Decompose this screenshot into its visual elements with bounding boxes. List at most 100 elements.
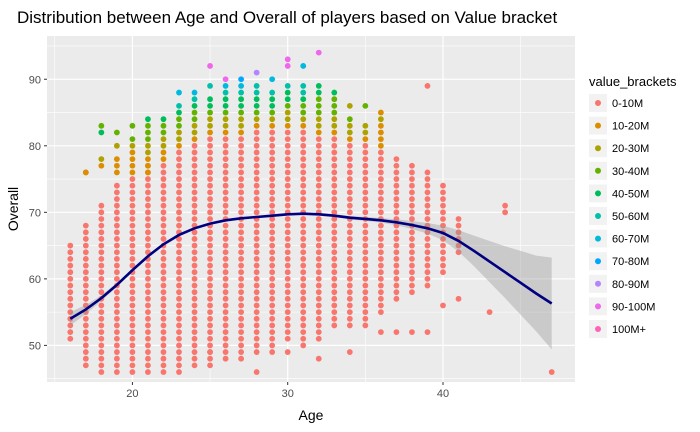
data-point xyxy=(67,249,74,256)
data-point xyxy=(191,349,198,355)
data-point xyxy=(113,269,120,276)
data-point xyxy=(393,289,400,296)
data-point xyxy=(222,122,229,129)
data-point xyxy=(129,309,136,316)
data-point xyxy=(98,275,105,282)
data-point xyxy=(253,249,260,256)
data-point xyxy=(331,109,338,116)
data-point xyxy=(284,182,291,189)
data-point xyxy=(346,142,353,149)
data-point xyxy=(253,189,260,196)
data-point xyxy=(284,262,291,269)
data-point xyxy=(222,329,229,335)
data-point xyxy=(315,302,322,309)
data-point xyxy=(207,196,213,202)
data-point xyxy=(393,249,400,256)
data-point xyxy=(82,169,89,176)
data-point xyxy=(346,242,353,249)
data-point xyxy=(362,102,369,109)
data-point xyxy=(300,256,307,262)
data-point xyxy=(346,269,353,276)
data-point xyxy=(176,315,182,322)
data-point xyxy=(424,269,431,276)
data-point xyxy=(129,216,136,222)
data-point xyxy=(315,142,322,149)
y-axis: 50 60 70 80 90 xyxy=(29,74,47,352)
data-point xyxy=(409,162,415,169)
data-point xyxy=(160,209,167,216)
data-point xyxy=(362,309,369,316)
data-point xyxy=(393,189,400,196)
data-point xyxy=(331,249,338,256)
data-point xyxy=(346,249,353,256)
data-point xyxy=(346,309,353,316)
data-point xyxy=(98,209,105,216)
data-point xyxy=(362,302,369,309)
data-point xyxy=(315,49,322,56)
data-point xyxy=(222,242,229,249)
data-point xyxy=(98,362,105,369)
data-point xyxy=(331,89,338,96)
data-point xyxy=(331,176,338,182)
data-point xyxy=(331,295,338,302)
data-point xyxy=(362,282,369,289)
data-point xyxy=(284,295,291,302)
data-point xyxy=(377,122,384,129)
x-tick-label: 40 xyxy=(437,388,449,400)
data-point xyxy=(191,282,198,289)
data-point xyxy=(145,309,151,316)
data-point xyxy=(269,342,276,349)
data-point xyxy=(129,249,136,256)
data-point xyxy=(222,262,229,269)
data-point xyxy=(98,342,105,349)
data-point xyxy=(253,295,260,302)
data-point xyxy=(191,149,198,156)
data-point xyxy=(222,156,229,162)
data-point xyxy=(191,176,198,182)
data-point xyxy=(346,136,353,143)
data-point xyxy=(346,222,353,229)
data-point xyxy=(176,156,182,162)
data-point xyxy=(393,169,400,176)
data-point xyxy=(191,322,198,329)
data-point xyxy=(113,169,120,176)
data-point xyxy=(176,295,182,302)
data-point xyxy=(377,269,384,276)
data-point xyxy=(176,349,182,355)
data-point xyxy=(393,282,400,289)
data-point xyxy=(377,149,384,156)
data-point xyxy=(129,329,136,335)
data-point xyxy=(300,309,307,316)
data-point xyxy=(238,142,245,149)
data-point xyxy=(393,262,400,269)
data-point xyxy=(409,202,415,209)
data-point xyxy=(222,189,229,196)
data-point xyxy=(191,295,198,302)
data-point xyxy=(284,222,291,229)
data-point xyxy=(284,216,291,222)
data-point xyxy=(300,249,307,256)
data-point xyxy=(362,236,369,242)
data-point xyxy=(145,202,151,209)
data-point xyxy=(362,169,369,176)
data-point xyxy=(238,355,245,362)
data-point xyxy=(346,176,353,182)
data-point xyxy=(284,169,291,176)
data-point xyxy=(315,136,322,143)
data-point xyxy=(269,116,276,123)
data-point xyxy=(409,229,415,236)
y-axis-label: Overall xyxy=(5,187,21,231)
data-point xyxy=(393,182,400,189)
data-point xyxy=(331,289,338,296)
data-point xyxy=(207,315,213,322)
data-point xyxy=(377,182,384,189)
data-point xyxy=(440,182,446,189)
data-point xyxy=(222,83,229,89)
data-point xyxy=(269,189,276,196)
data-point xyxy=(207,209,213,216)
data-point xyxy=(98,122,105,129)
data-point xyxy=(300,302,307,309)
data-point xyxy=(269,242,276,249)
data-point xyxy=(269,236,276,242)
data-point xyxy=(176,262,182,269)
